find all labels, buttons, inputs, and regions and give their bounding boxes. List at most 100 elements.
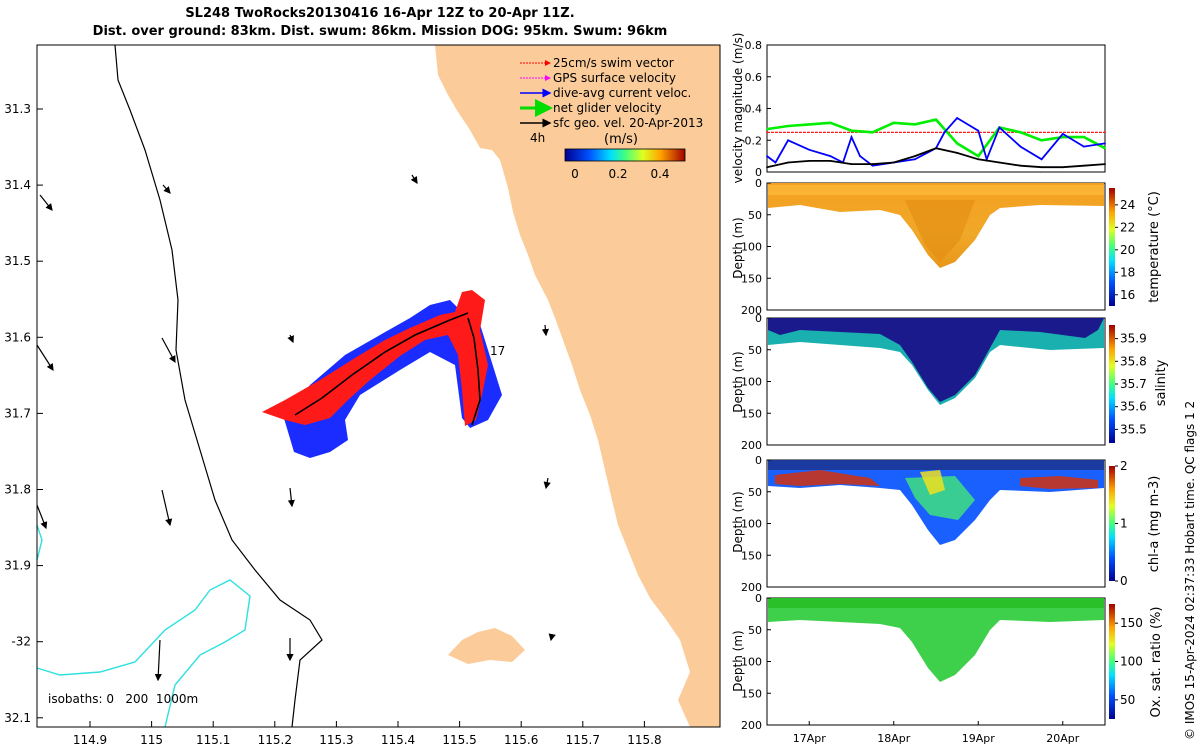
map-x-ticks: 114.9 115 115.1 115.2 115.3 115.4 115.5 115.6 11… [73,721,662,747]
map-panel: 114.9 115 115.1 115.2 115.3 115.4 115.5 115.6 11… [4,44,721,747]
series-point [1019,145,1022,148]
credit-line: © IMOS 15-Apr-2024 02:37:33 Hobart time.… [1183,400,1197,740]
oxygen-surface-layer [768,598,1104,608]
chlorophyll-yellow-patch [920,470,945,495]
salinity-ylabel: Depth (m) [731,351,745,412]
velocity-panel: 0 0.2 0.4 0.6 0.8 velocity magnitude (m/s) [731,33,1106,183]
colorbar-tick-label: 24 [1120,198,1135,212]
map-x-tick-label: 115.2 [258,733,292,747]
depth-tick-label: 100 [741,518,762,531]
velocity-y-tick-label: 0.8 [745,39,763,52]
series-point [977,129,980,132]
temperature-panel: 0 50 100 150 200 Depth (m) 16 18 20 22 24 temper… [731,177,1162,317]
legend-label-net: net glider velocity [553,101,661,115]
series-point [850,129,853,132]
series-point [766,131,768,134]
series-point [808,148,811,151]
map-land [435,45,720,727]
series-point [829,121,832,124]
series-point [913,123,916,126]
colorbar-tick-label: 35.7 [1120,377,1147,391]
series-point [1040,158,1043,161]
series-line-dive-avg-current [766,116,1106,167]
series-point [766,155,768,158]
velocity-lines [766,116,1106,169]
oxygen-panel: 0 50 100 150 200 17Apr 18Apr 19Apr 20Apr Depth … [731,592,1164,745]
colorbar-tick-label: 35.8 [1120,354,1147,368]
depth-tick-label: 150 [741,687,762,700]
series-point [998,126,1001,129]
temperature-surface-band [768,185,1104,195]
chlorophyll-panel: 0 50 100 150 200 Depth (m) 0 1 2 chl-a (mg m-3… [731,454,1162,594]
colorbar-tick-label: 20 [1120,243,1135,257]
legend-label-swim: 25cm/s swim vector [553,56,674,70]
map-x-tick-label: 115 [140,733,163,747]
map-y-tick-label: 31.9 [4,559,31,573]
series-point [1104,131,1106,134]
colorbar-tick-label: 2 [1120,459,1128,473]
legend-label-gps: GPS surface velocity [553,71,676,85]
series-point [1104,147,1106,150]
series-point [1082,164,1085,167]
colorbar-tick-label: 0 [1120,574,1128,588]
map-y-tick-label: -32 [11,635,31,649]
map-y-ticks: 31.3 31.4 31.5 31.6 31.7 31.8 31.9 -32 32.1 [4,102,43,725]
colorbar-tick-label: 35.5 [1120,422,1147,436]
isobath-200m [36,524,43,561]
series-point [943,131,946,134]
series-point [1061,133,1064,135]
map-colorbar-tick: 0.2 [608,167,627,181]
velocity-y-tick-label: 0.2 [745,134,763,147]
map-colorbar [564,148,686,162]
series-point [1104,163,1106,165]
series-point [766,166,768,169]
map-colorbar-tick: 0.4 [650,167,669,181]
depth-tick-label: 150 [741,407,762,420]
map-x-tick-label: 114.9 [73,733,107,747]
series-point [892,161,895,164]
depth-tick-label: 150 [741,549,762,562]
temperature-colorbar-ticks: 16 18 20 22 24 [1115,198,1135,302]
isobath-0m [114,44,323,728]
series-point [1019,131,1022,134]
series-point [956,117,959,119]
chlorophyll-colorbar [1109,466,1115,581]
legend-label-current: dive-avg current veloc. [553,86,691,100]
map-x-tick-label: 115.8 [627,733,661,747]
map-y-tick-label: 31.8 [4,483,31,497]
series-point [829,159,832,162]
series-point [956,142,959,145]
series-point [787,139,790,142]
colorbar-tick-label: 35.6 [1120,400,1147,414]
series-point [774,161,777,164]
series-point [956,152,959,154]
series-point [766,128,768,131]
time-tick-label: 17Apr [793,732,827,745]
series-point [1082,145,1085,148]
colorbar-tick-label: 150 [1120,616,1143,630]
depth-tick-label: 50 [748,209,762,222]
colorbar-tick-label: 35.9 [1120,332,1147,346]
series-point [871,131,874,134]
chlorophyll-colorbar-label: chl-a (mg m-3) [1147,476,1162,573]
map-annotation: 17 [490,344,505,358]
oxygen-ylabel: Depth (m) [731,630,745,691]
series-point [850,136,853,138]
map-x-tick-label: 115.4 [381,733,415,747]
map-y-tick-label: 31.7 [4,406,31,420]
velocity-y-tick-label: 0.4 [745,103,763,116]
temperature-colorbar [1109,188,1115,306]
map-time-label: 4h [530,131,545,145]
series-point [787,125,790,127]
chlorophyll-y-ticks: 0 50 100 150 200 [741,454,771,594]
temperature-y-ticks: 0 50 100 150 200 [741,177,771,317]
velocity-y-tick-label: 0.6 [745,71,763,84]
depth-tick-label: 200 [741,581,762,594]
depth-tick-label: 0 [755,177,762,190]
map-y-tick-label: 32.1 [4,711,31,725]
depth-tick-label: 100 [741,376,762,389]
chart-title-line1: SL248 TwoRocks20130416 16-Apr 12Z to 20-… [185,6,575,21]
depth-tick-label: 50 [748,624,762,637]
oxygen-colorbar [1109,604,1115,719]
